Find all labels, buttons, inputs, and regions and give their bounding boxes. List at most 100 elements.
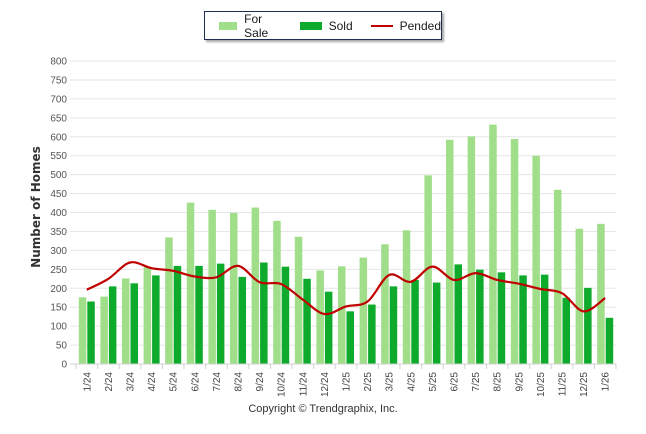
- bar-sold: [303, 278, 311, 364]
- y-tick-label: 650: [50, 113, 67, 124]
- x-tick-label: 12/24: [320, 372, 331, 397]
- y-tick-label: 450: [50, 189, 67, 200]
- x-tick-label: 7/25: [471, 372, 482, 392]
- y-tick-label: 100: [50, 322, 67, 333]
- y-tick-label: 250: [50, 265, 67, 276]
- legend-item-for-sale[interactable]: For Sale: [219, 12, 282, 40]
- legend-label: For Sale: [244, 11, 269, 40]
- bar-for-sale: [251, 207, 260, 364]
- bar-sold: [195, 265, 203, 364]
- bar-for-sale: [467, 136, 476, 364]
- bar-sold: [346, 311, 354, 364]
- bar-for-sale: [78, 297, 87, 364]
- x-tick-label: 12/25: [579, 372, 590, 397]
- x-tick-label: 7/24: [212, 372, 223, 392]
- y-tick-label: 150: [50, 303, 67, 314]
- bar-for-sale: [381, 244, 389, 364]
- bar-for-sale: [359, 257, 368, 364]
- x-tick-label: 2/24: [104, 372, 115, 392]
- x-tick-label: 11/25: [558, 372, 569, 397]
- x-tick-label: 8/25: [493, 372, 504, 392]
- x-tick-label: 1/25: [342, 372, 353, 392]
- bar-sold: [368, 304, 376, 364]
- x-tick-label: 9/24: [255, 372, 266, 392]
- bar-for-sale: [143, 266, 152, 364]
- bar-for-sale: [402, 230, 411, 364]
- bar-for-sale: [165, 237, 173, 364]
- y-tick-label: 350: [50, 227, 67, 238]
- x-tick-label: 5/25: [428, 372, 439, 392]
- pended-line-layer: [86, 261, 606, 316]
- bar-for-sale: [316, 270, 324, 364]
- y-axis-title: Number of Homes: [29, 146, 43, 268]
- x-tick-label: 10/24: [277, 372, 288, 397]
- legend-label: Pended: [399, 18, 441, 33]
- x-tick-label: 4/24: [147, 372, 158, 392]
- bars: [78, 124, 614, 364]
- bar-for-sale: [186, 202, 195, 364]
- y-tick-label: 750: [50, 75, 67, 86]
- bar-sold: [540, 274, 549, 364]
- bar-for-sale: [208, 209, 216, 364]
- bar-for-sale: [338, 266, 346, 364]
- bar-sold: [281, 266, 290, 364]
- y-tick-label: 300: [50, 246, 67, 257]
- bar-sold: [562, 297, 570, 364]
- bar-sold: [173, 265, 182, 364]
- x-tick-label: 4/25: [406, 372, 417, 392]
- bar-sold: [87, 301, 95, 364]
- y-tick-label: 0: [61, 360, 67, 371]
- legend-label: Sold: [328, 18, 353, 33]
- x-tick-label: 10/25: [536, 372, 547, 397]
- x-tick-label: 6/25: [450, 372, 461, 392]
- x-tick-label: 9/25: [514, 372, 525, 392]
- bar-for-sale: [554, 189, 562, 364]
- bar-sold: [389, 286, 398, 364]
- legend-item-sold[interactable]: Sold: [299, 18, 353, 33]
- bar-sold: [584, 287, 592, 364]
- legend-item-pended[interactable]: Pended: [370, 18, 441, 33]
- bar-for-sale: [122, 278, 130, 364]
- bar-sold: [476, 269, 484, 364]
- bar-sold: [497, 272, 506, 364]
- bar-for-sale: [294, 236, 303, 364]
- y-tick-label: 550: [50, 151, 67, 162]
- legend: For Sale Sold Pended: [204, 11, 442, 40]
- y-axis-ticks: 0 50 100 150 200 250 300 350 400 450 500 550 600 650 7…: [50, 57, 67, 371]
- x-tick-label: 2/25: [363, 372, 374, 392]
- copyright-text: Copyright © Trendgraphix, Inc.: [248, 403, 398, 415]
- bar-sold: [519, 275, 527, 364]
- x-tick-label: 11/24: [298, 372, 309, 397]
- bar-sold: [108, 286, 117, 364]
- y-tick-label: 50: [56, 341, 68, 352]
- y-tick-label: 600: [50, 132, 67, 143]
- x-tick-label: 5/24: [169, 372, 180, 392]
- bar-for-sale: [510, 139, 519, 364]
- x-tick-label: 3/24: [126, 372, 137, 392]
- bar-for-sale: [489, 124, 497, 364]
- bar-for-sale: [100, 296, 108, 364]
- bar-sold: [454, 264, 462, 364]
- bar-sold: [432, 282, 441, 364]
- x-tick-label: 6/24: [190, 372, 201, 392]
- x-axis: 1/24 2/24 3/24 4/24 5/24 6/24 7/24 8/24 9/24 10/2…: [70, 363, 617, 397]
- sold-swatch: [299, 21, 322, 30]
- bar-for-sale: [575, 228, 584, 364]
- y-tick-label: 400: [50, 208, 67, 219]
- x-tick-label: 1/24: [82, 372, 93, 392]
- bar-for-sale: [230, 212, 238, 364]
- bar-for-sale: [446, 139, 454, 364]
- bar-sold: [605, 317, 614, 364]
- bar-for-sale: [597, 223, 605, 364]
- bar-sold: [411, 279, 419, 364]
- y-tick-label: 200: [50, 284, 67, 295]
- bar-sold: [260, 262, 268, 364]
- bar-sold: [324, 291, 333, 364]
- bar-sold: [216, 263, 225, 364]
- bar-sold: [130, 283, 138, 364]
- bar-for-sale: [532, 155, 540, 364]
- x-tick-label: 8/24: [234, 372, 245, 392]
- for-sale-swatch: [219, 21, 238, 30]
- bar-sold: [152, 275, 160, 364]
